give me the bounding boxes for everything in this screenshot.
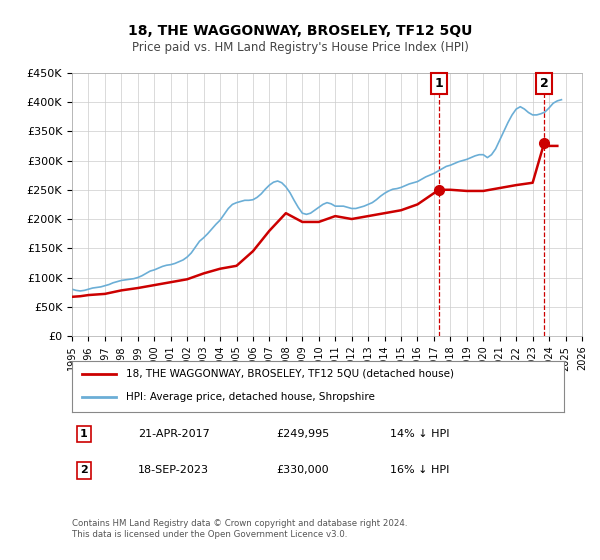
- Text: This data is licensed under the Open Government Licence v3.0.: This data is licensed under the Open Gov…: [72, 530, 347, 539]
- Text: HPI: Average price, detached house, Shropshire: HPI: Average price, detached house, Shro…: [126, 393, 375, 403]
- Text: Price paid vs. HM Land Registry's House Price Index (HPI): Price paid vs. HM Land Registry's House …: [131, 41, 469, 54]
- Text: 1: 1: [80, 429, 88, 439]
- Text: 1: 1: [434, 77, 443, 90]
- Text: 18-SEP-2023: 18-SEP-2023: [138, 465, 209, 475]
- Text: £330,000: £330,000: [276, 465, 329, 475]
- Text: 2: 2: [540, 77, 548, 90]
- Text: Contains HM Land Registry data © Crown copyright and database right 2024.: Contains HM Land Registry data © Crown c…: [72, 519, 407, 528]
- Text: 14% ↓ HPI: 14% ↓ HPI: [390, 429, 449, 439]
- Text: 2: 2: [80, 465, 88, 475]
- Text: 16% ↓ HPI: 16% ↓ HPI: [390, 465, 449, 475]
- Text: 18, THE WAGGONWAY, BROSELEY, TF12 5QU: 18, THE WAGGONWAY, BROSELEY, TF12 5QU: [128, 24, 472, 38]
- Text: £249,995: £249,995: [276, 429, 329, 439]
- Text: 18, THE WAGGONWAY, BROSELEY, TF12 5QU (detached house): 18, THE WAGGONWAY, BROSELEY, TF12 5QU (d…: [126, 369, 454, 379]
- Text: 21-APR-2017: 21-APR-2017: [138, 429, 210, 439]
